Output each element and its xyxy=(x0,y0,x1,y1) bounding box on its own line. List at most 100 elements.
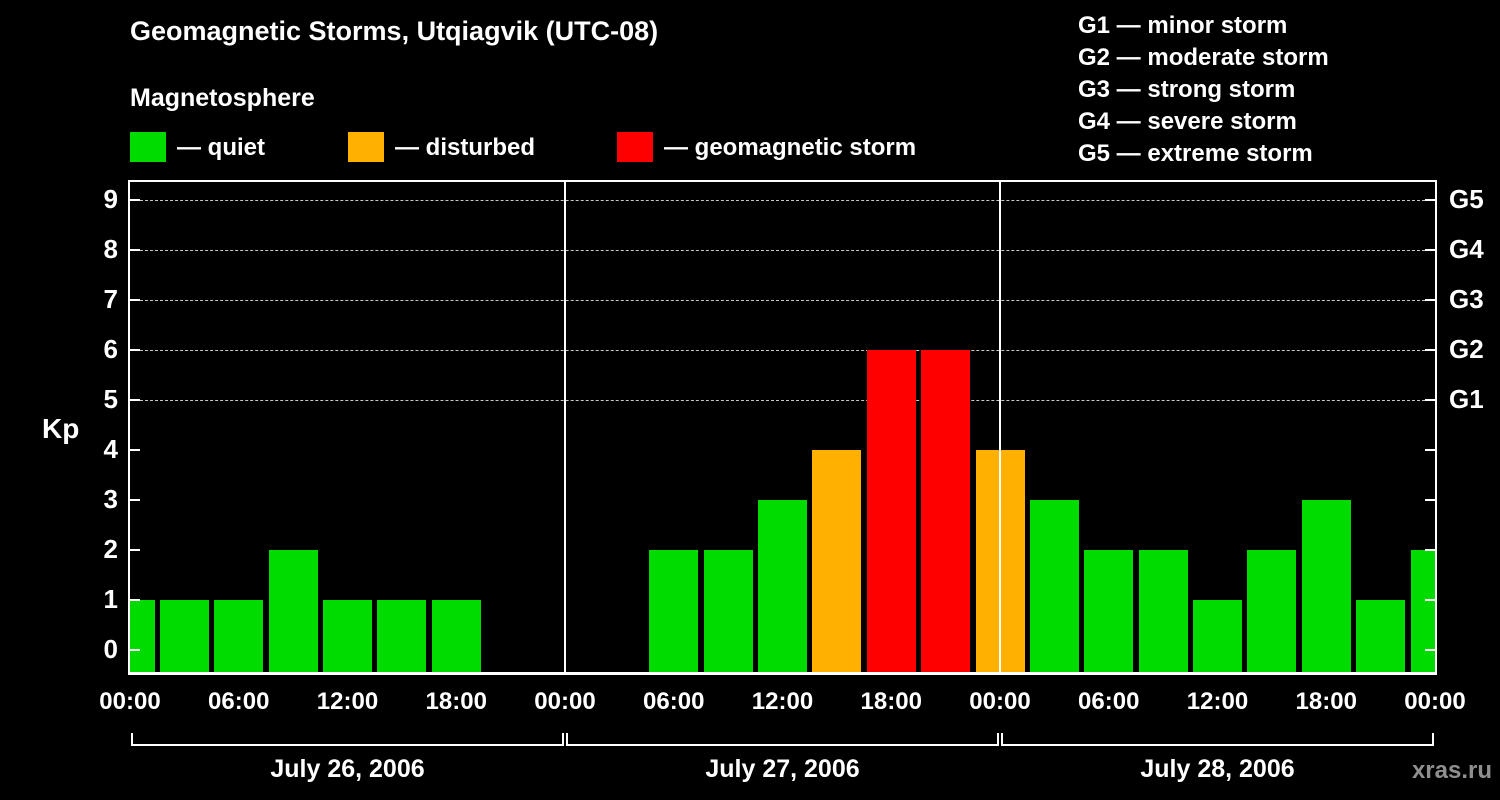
day-range-bracket xyxy=(131,733,564,746)
kp-bar xyxy=(812,450,862,672)
storm-legend-label: — geomagnetic storm xyxy=(664,134,917,161)
kp-bar xyxy=(649,550,699,672)
x-tick-label: 06:00 xyxy=(1078,688,1140,715)
y-tick-label: 7 xyxy=(103,284,118,314)
kp-bar xyxy=(1193,600,1242,672)
kp-bar xyxy=(1301,500,1351,672)
right-axis-tick xyxy=(1425,599,1435,601)
right-axis-tick xyxy=(1425,499,1435,501)
day-label: July 27, 2006 xyxy=(705,755,860,783)
right-axis-tick xyxy=(1425,649,1435,651)
x-tick-label: 06:00 xyxy=(643,688,705,715)
x-tick-label: 12:00 xyxy=(316,688,379,715)
left-axis-tick xyxy=(130,199,140,201)
kp-bar xyxy=(1138,550,1188,672)
day-label: July 28, 2006 xyxy=(1140,755,1295,783)
day-label: July 26, 2006 xyxy=(270,755,425,783)
g-legend-line: G1 — minor storm xyxy=(1078,12,1288,39)
right-axis-tick xyxy=(1425,199,1435,201)
g-legend-line: G4 — severe storm xyxy=(1078,108,1297,135)
kp-bar xyxy=(1410,550,1435,672)
kp-bar xyxy=(1084,550,1134,672)
kp-bar xyxy=(130,600,155,672)
day-range-bracket xyxy=(566,733,999,746)
right-axis-tick xyxy=(1425,349,1435,351)
gridline-g5 xyxy=(130,200,1435,201)
g-legend-line: G2 — moderate storm xyxy=(1078,44,1329,71)
kp-bar xyxy=(703,550,753,672)
chart-title: Geomagnetic Storms, Utqiagvik (UTC-08) xyxy=(130,16,659,46)
left-axis-tick xyxy=(130,499,140,501)
right-axis-tick xyxy=(1425,299,1435,301)
y-tick-label: 3 xyxy=(103,484,118,514)
left-axis-tick xyxy=(130,549,140,551)
kp-bar xyxy=(323,600,372,672)
day-range-bracket xyxy=(1001,733,1434,746)
x-tick-label: 12:00 xyxy=(751,688,814,715)
kp-bar xyxy=(1247,550,1297,672)
y-tick-label: 6 xyxy=(103,334,118,364)
g-level-label: G3 xyxy=(1449,284,1484,314)
right-axis-tick xyxy=(1425,399,1435,401)
x-tick-label: 00:00 xyxy=(534,688,596,715)
kp-bar xyxy=(268,550,318,672)
y-tick-label: 9 xyxy=(103,184,118,214)
disturbed-color-swatch xyxy=(348,132,384,162)
x-tick-label: 18:00 xyxy=(860,688,922,715)
left-axis-tick xyxy=(130,299,140,301)
x-tick-label: 06:00 xyxy=(208,688,270,715)
g-legend-line: G3 — strong storm xyxy=(1078,76,1296,103)
x-tick-label: 00:00 xyxy=(969,688,1031,715)
y-tick-label: 0 xyxy=(103,634,118,664)
magnetosphere-label: Magnetosphere xyxy=(130,84,315,112)
y-tick-label: 1 xyxy=(103,584,118,614)
g-level-label: G2 xyxy=(1449,334,1484,364)
left-axis-tick xyxy=(130,249,140,251)
quiet-color-swatch xyxy=(130,132,166,162)
watermark: xras.ru xyxy=(1411,757,1492,784)
gridline-g2 xyxy=(130,350,1435,351)
y-tick-label: 2 xyxy=(103,534,118,564)
left-axis-tick xyxy=(130,649,140,651)
kp-bar xyxy=(921,350,971,672)
gridline-g1 xyxy=(130,400,1435,401)
kp-bar xyxy=(159,600,209,672)
kp-bar xyxy=(431,600,481,672)
x-tick-label: 00:00 xyxy=(1404,688,1466,715)
x-tick-label: 00:00 xyxy=(99,688,161,715)
y-tick-label: 8 xyxy=(103,234,118,264)
y-tick-label: 4 xyxy=(103,434,118,464)
quiet-legend-label: — quiet xyxy=(177,134,265,161)
kp-bar xyxy=(1356,600,1406,672)
x-tick-label: 18:00 xyxy=(425,688,487,715)
left-axis-tick xyxy=(130,349,140,351)
kp-bar xyxy=(758,500,807,672)
x-tick-label: 12:00 xyxy=(1186,688,1249,715)
right-axis-tick xyxy=(1425,449,1435,451)
right-axis-tick xyxy=(1425,549,1435,551)
x-tick-label: 18:00 xyxy=(1295,688,1357,715)
kp-bar xyxy=(377,600,427,672)
y-axis-title: Kp xyxy=(42,413,80,444)
g-legend-line: G5 — extreme storm xyxy=(1078,140,1313,167)
day-separator xyxy=(564,182,566,672)
left-axis-tick xyxy=(130,599,140,601)
g-scale-legend: G1 — minor storm G2 — moderate storm G3 — … xyxy=(1078,10,1329,170)
gridline-g3 xyxy=(130,300,1435,301)
storm-color-swatch xyxy=(617,132,653,162)
y-tick-label: 5 xyxy=(103,384,118,414)
plot-area xyxy=(128,180,1437,675)
right-axis-tick xyxy=(1425,249,1435,251)
g-level-label: G1 xyxy=(1449,384,1484,414)
disturbed-legend-label: — disturbed xyxy=(395,134,536,161)
left-axis-tick xyxy=(130,449,140,451)
kp-bar xyxy=(1029,500,1079,672)
g-level-label: G4 xyxy=(1449,234,1484,264)
g-level-label: G5 xyxy=(1449,184,1484,214)
left-axis-tick xyxy=(130,399,140,401)
gridline-g4 xyxy=(130,250,1435,251)
kp-bar xyxy=(214,600,264,672)
day-separator xyxy=(999,182,1001,672)
kp-bar xyxy=(866,350,916,672)
